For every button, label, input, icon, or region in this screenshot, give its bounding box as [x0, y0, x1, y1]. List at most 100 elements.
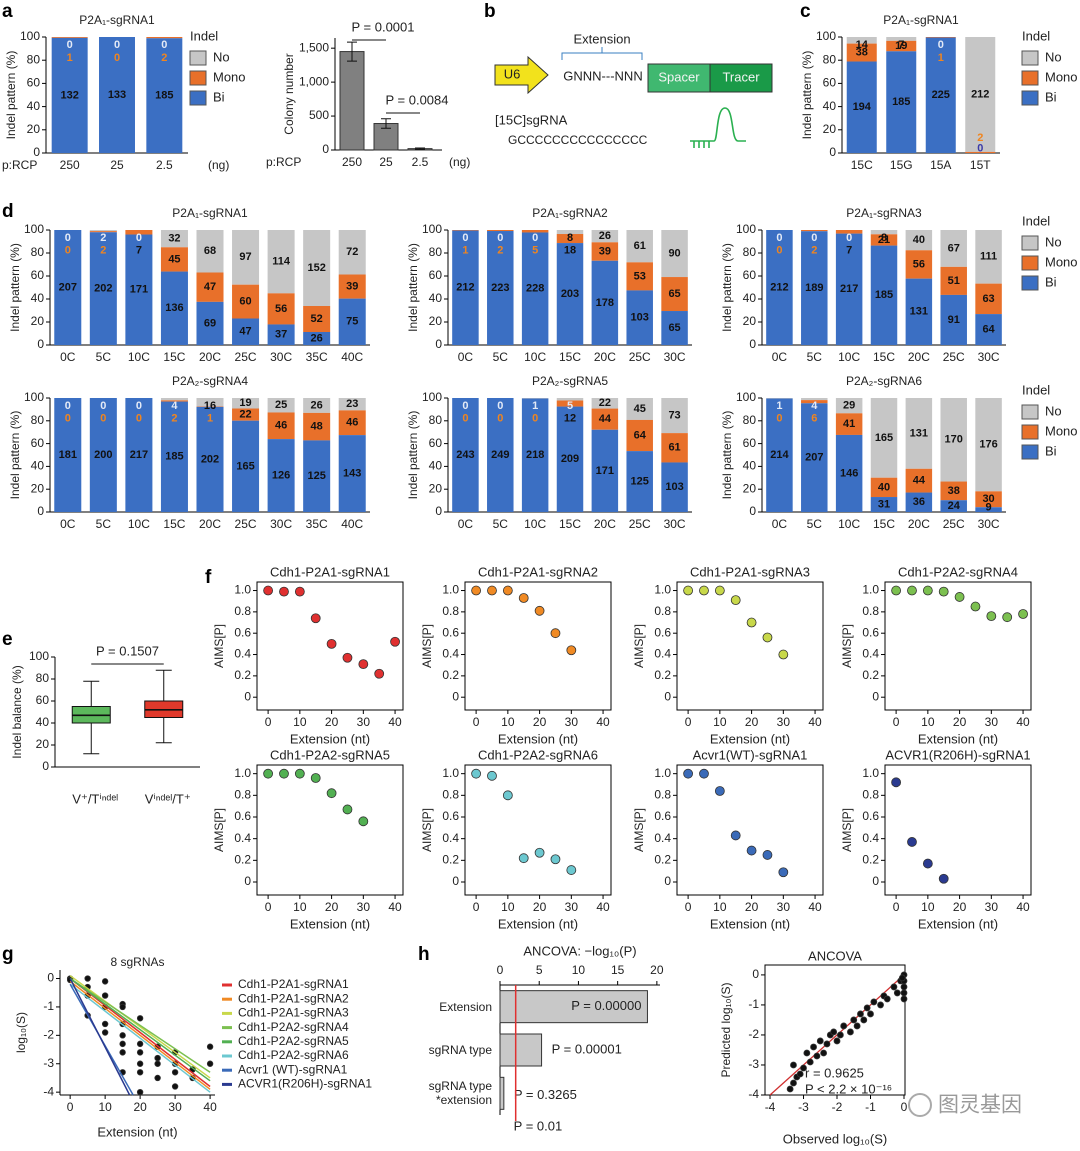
point: [101, 978, 109, 985]
y-tick-label: 0: [37, 337, 44, 351]
x-tick-label: 0C: [772, 517, 788, 531]
y-tick-label: 0: [435, 337, 442, 351]
bar-segment: [89, 231, 117, 233]
value-label: 214: [770, 449, 789, 461]
x-tick-label: 20: [533, 715, 547, 729]
bar-segment: [89, 230, 117, 232]
bar-segment: [521, 232, 549, 345]
y-tick-label: 0.2: [234, 668, 251, 682]
point: [342, 804, 353, 815]
bar-segment: [591, 429, 619, 512]
y-tick-label: 80: [429, 413, 443, 427]
annotation: P = 0.3265: [514, 1087, 577, 1102]
point: [810, 1043, 817, 1051]
legend-swatch: [1021, 404, 1039, 420]
bar-segment: [521, 398, 549, 399]
x-tick-label: 10: [921, 900, 935, 914]
x-tick-label: 5C: [807, 517, 823, 531]
bar-segment: [160, 398, 188, 401]
value-label: 0: [977, 142, 983, 154]
value-label: 203: [561, 288, 579, 300]
point: [683, 585, 694, 596]
point: [970, 601, 981, 612]
plot-frame: [464, 581, 612, 711]
bar-segment: [870, 497, 898, 512]
x-tick-label: 30C: [270, 350, 292, 364]
bar-segment: [232, 398, 260, 409]
point: [279, 768, 289, 779]
x-axis-label: p:RCP: [2, 158, 37, 172]
x-tick-label: 0: [893, 715, 900, 729]
x-tick-label: 25C: [943, 517, 965, 531]
value-label: 61: [634, 240, 646, 252]
x-tick-label: 35C: [306, 517, 328, 531]
y-tick-label: 40: [36, 715, 50, 729]
value-label: 126: [272, 469, 290, 481]
bar-segment: [766, 230, 793, 345]
point: [922, 858, 933, 869]
bar-segment: [89, 232, 117, 345]
plot-frame: [676, 764, 824, 896]
legend-title: Indel: [1022, 28, 1050, 43]
legend-swatch: [1021, 424, 1039, 440]
point: [922, 585, 933, 596]
bar-segment: [835, 230, 863, 234]
x-tick-label: 40: [388, 715, 402, 729]
x-tick-label: 25C: [235, 350, 257, 364]
value-label: 56: [913, 258, 925, 270]
x-axis-label: Extension (nt): [918, 731, 998, 746]
bar-segment: [591, 230, 619, 243]
value-label: 39: [599, 245, 611, 257]
bar-segment: [940, 398, 967, 482]
x-axis-label: Extension (nt): [498, 731, 578, 746]
value-label: 194: [853, 101, 872, 113]
x-axis-label: Extension (nt): [290, 916, 370, 931]
value-label: 217: [130, 449, 148, 461]
x-tick-label: 2.5: [412, 155, 429, 169]
value-label: 1: [207, 412, 213, 424]
x-tick-label: 40: [596, 715, 610, 729]
x-tick-label: 0: [265, 900, 272, 914]
value-label: 63: [982, 293, 994, 305]
value-label: 52: [311, 313, 323, 325]
value-label: 90: [668, 247, 680, 259]
legend-swatch: [1021, 70, 1039, 86]
value-label: 185: [875, 289, 893, 301]
legend-label: No: [1045, 234, 1062, 249]
point: [891, 777, 902, 788]
point: [154, 1060, 161, 1067]
bar-segment: [626, 398, 653, 420]
x-tick-label: 20C: [908, 517, 930, 531]
point: [358, 659, 369, 670]
value-label: 125: [631, 475, 649, 487]
point: [1002, 612, 1013, 623]
x-tick-label: 35C: [306, 350, 328, 364]
x-tick-label: 40: [388, 900, 402, 914]
point: [310, 613, 321, 624]
y-tick-label: 100: [736, 390, 756, 404]
legend-label: Cdh1-P2A2-sgRNA5: [238, 1034, 349, 1048]
x-tick-label: 15T: [970, 158, 991, 172]
point: [471, 768, 482, 779]
y-tick-label: 1.0: [862, 766, 879, 780]
value-label: 26: [311, 332, 323, 344]
value-label: 2: [171, 412, 177, 424]
bar-segment: [626, 230, 653, 263]
x-tick-label: 10C: [838, 517, 860, 531]
point: [857, 1010, 864, 1018]
x-tick-label: 5: [536, 963, 543, 977]
point: [778, 649, 789, 660]
x-tick-label: -1: [865, 1100, 876, 1114]
y-tick-label: 0: [664, 689, 671, 703]
legend-label: Bi: [1045, 443, 1057, 458]
fit-line: [69, 977, 211, 1082]
panel-label: f: [205, 567, 212, 588]
fit-line: [69, 980, 211, 1090]
value-label: 56: [275, 303, 287, 315]
bar-segment: [89, 398, 117, 512]
bar-segment: [661, 230, 688, 278]
y-tick-label: 40: [27, 99, 41, 113]
bar-segment: [487, 231, 514, 345]
plot-frame: [256, 764, 404, 896]
x-tick-label: 20C: [594, 517, 616, 531]
